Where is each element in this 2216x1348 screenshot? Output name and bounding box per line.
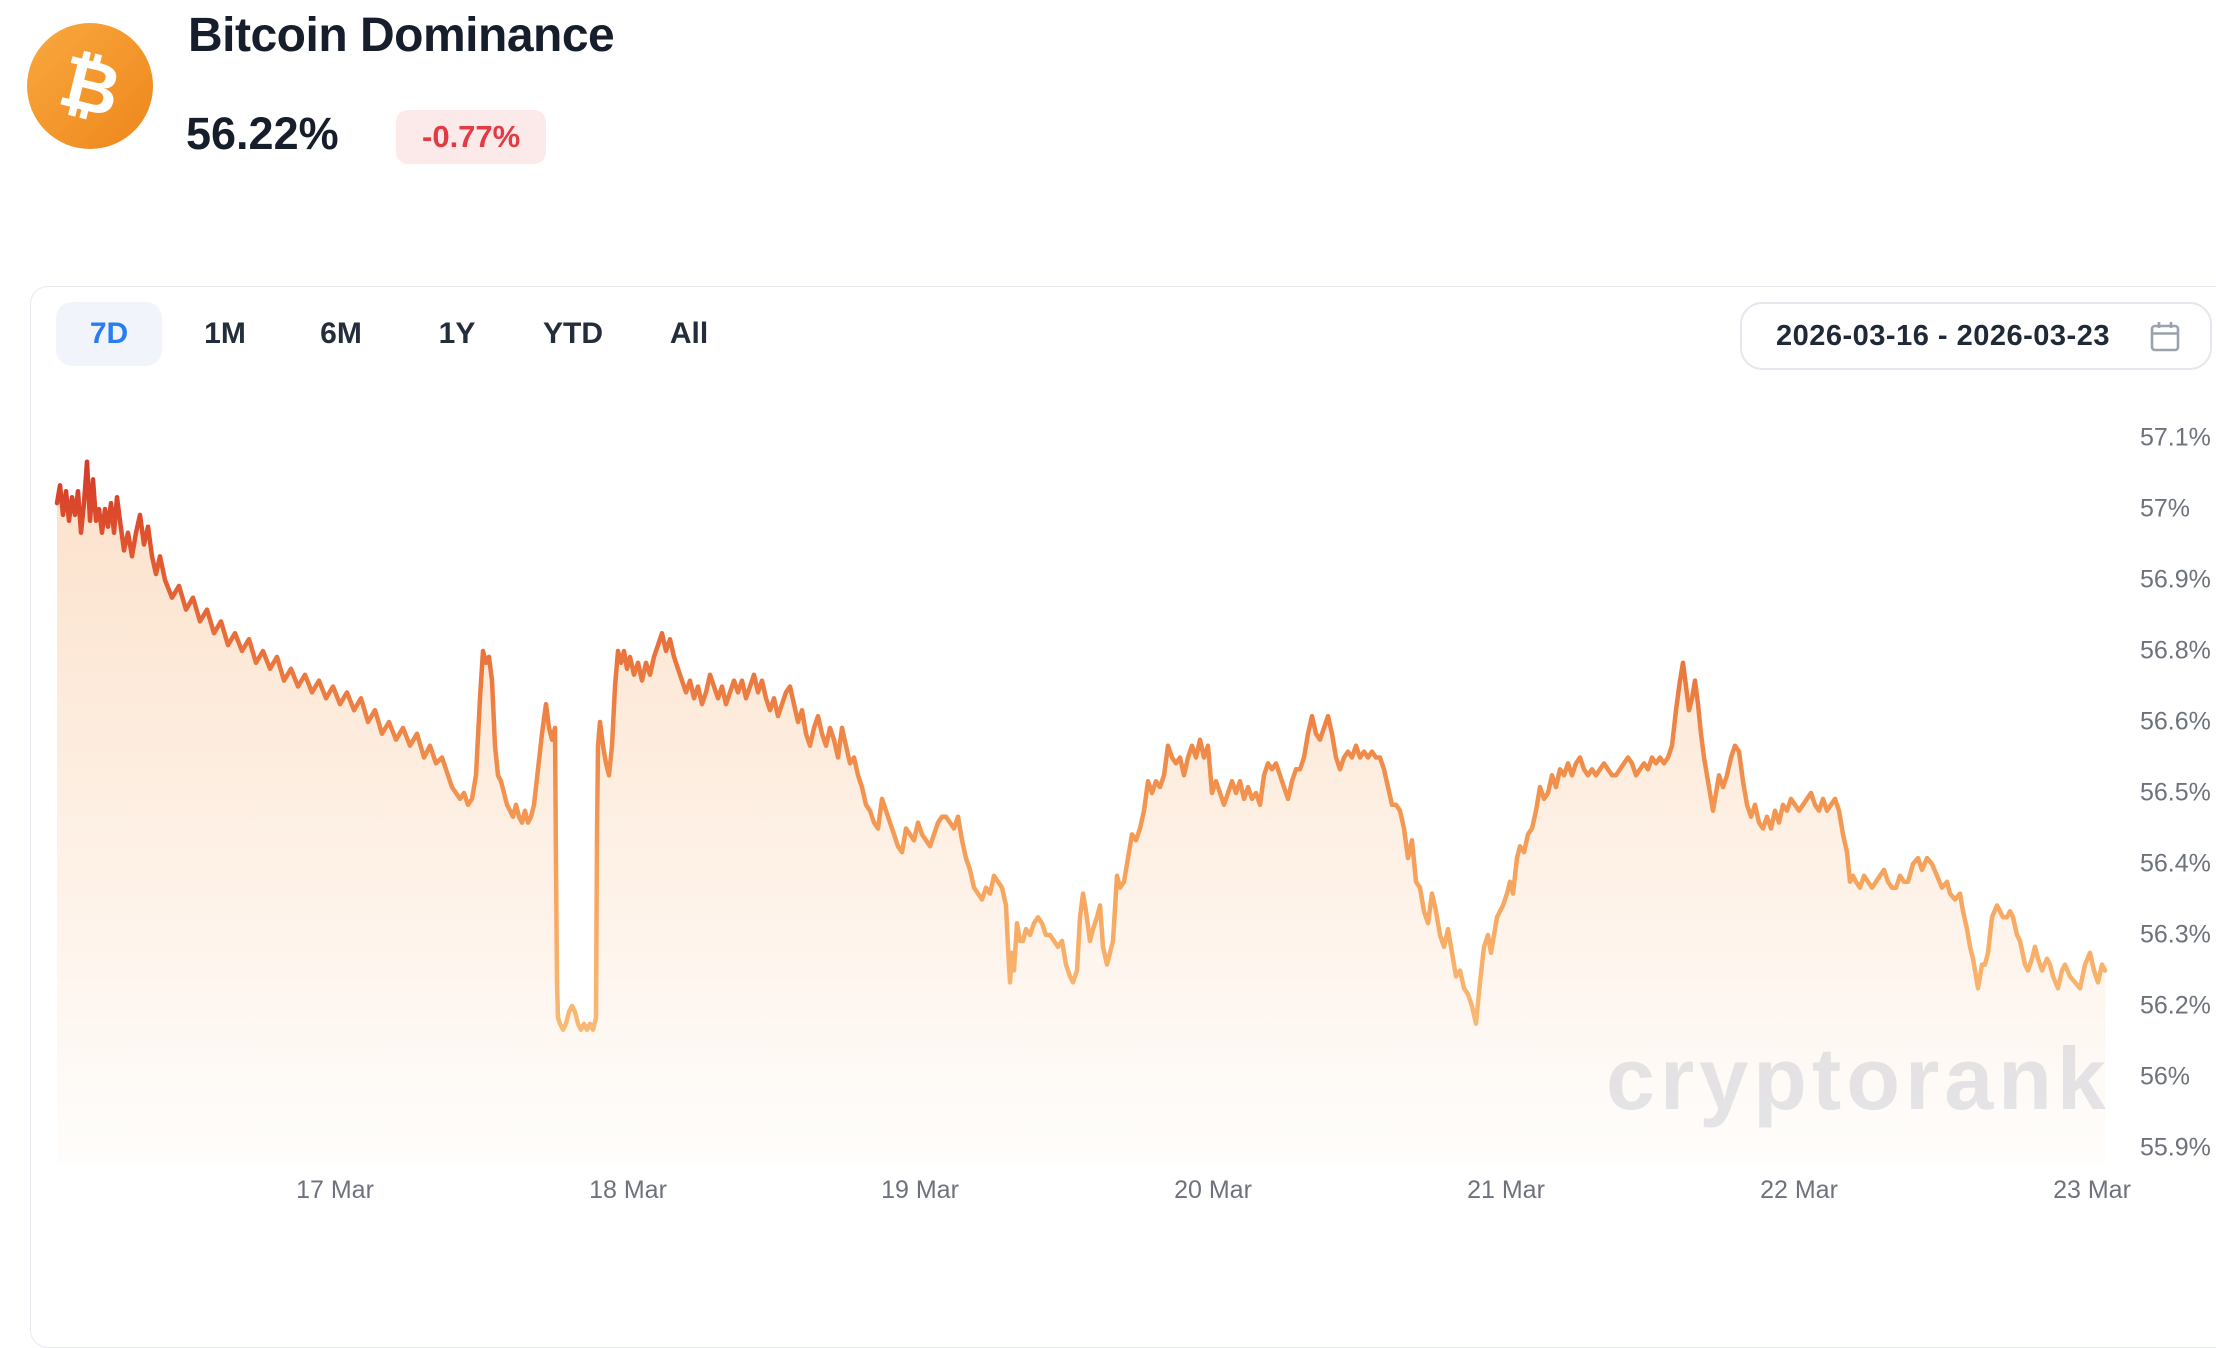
range-tab-7d[interactable]: 7D — [56, 302, 162, 366]
x-tick-label: 19 Mar — [881, 1176, 959, 1204]
page-title: Bitcoin Dominance — [188, 9, 615, 62]
range-tab-bar: 7D 1M 6M 1Y YTD All — [56, 302, 742, 366]
range-tab-6m[interactable]: 6M — [320, 317, 362, 350]
y-tick-label: 55.9% — [2140, 1133, 2211, 1162]
y-tick-label: 56.8% — [2140, 636, 2211, 665]
range-tab-1m[interactable]: 1M — [204, 317, 246, 350]
y-tick-label: 57% — [2140, 494, 2191, 523]
calendar-icon — [2146, 317, 2184, 355]
date-range-picker[interactable]: 2026-03-16 - 2026-03-23 — [1740, 302, 2212, 370]
range-tab-all[interactable]: All — [669, 317, 709, 350]
y-tick-label: 56.4% — [2140, 849, 2211, 878]
bitcoin-icon: ₿ — [27, 23, 153, 149]
y-tick-label: 56% — [2140, 1062, 2191, 1091]
y-tick-label: 56.2% — [2140, 991, 2211, 1020]
x-tick-label: 23 Mar — [2053, 1176, 2131, 1204]
date-range-value: 2026-03-16 - 2026-03-23 — [1776, 319, 2110, 352]
x-tick-label: 20 Mar — [1174, 1176, 1252, 1204]
y-tick-label: 56.3% — [2140, 920, 2211, 949]
page-header: ₿ Bitcoin Dominance 56.22% -0.77% — [0, 0, 2216, 286]
dominance-value: 56.22% — [186, 108, 339, 159]
range-tab-ytd[interactable]: YTD — [543, 317, 603, 350]
range-tab-1y[interactable]: 1Y — [438, 317, 476, 350]
chart-plot-area[interactable] — [45, 420, 2110, 1165]
y-tick-label: 56.5% — [2140, 778, 2211, 807]
y-tick-label: 56.6% — [2140, 707, 2211, 736]
x-tick-label: 21 Mar — [1467, 1176, 1545, 1204]
bitcoin-glyph: ₿ — [51, 38, 129, 134]
y-tick-label: 57.1% — [2140, 423, 2211, 452]
change-badge: -0.77% — [396, 110, 547, 164]
x-tick-label: 22 Mar — [1760, 1176, 1838, 1204]
x-tick-label: 17 Mar — [296, 1176, 374, 1204]
x-tick-label: 18 Mar — [589, 1176, 667, 1204]
y-tick-label: 56.9% — [2140, 565, 2211, 594]
